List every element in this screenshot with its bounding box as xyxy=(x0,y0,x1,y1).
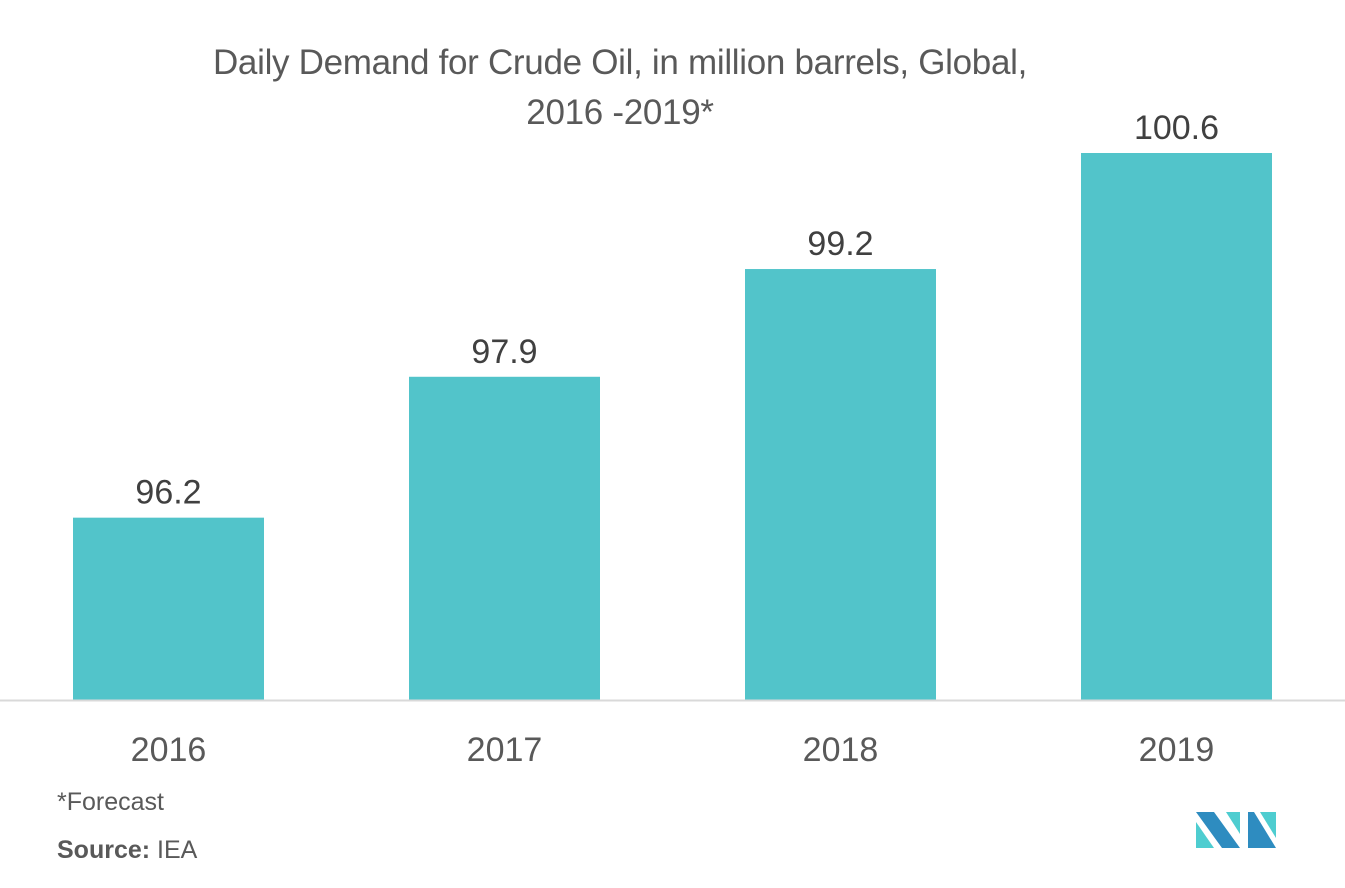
data-label-2018: 99.2 xyxy=(807,225,873,263)
x-tick-label-2018: 2018 xyxy=(803,731,879,769)
forecast-footnote: *Forecast xyxy=(57,788,164,816)
mordor-intelligence-logo-icon xyxy=(1196,812,1276,848)
data-label-2017: 97.9 xyxy=(471,333,537,371)
chart-title-line-1: Daily Demand for Crude Oil, in million b… xyxy=(212,43,1028,82)
data-label-2019: 100.6 xyxy=(1134,109,1219,147)
data-label-2016: 96.2 xyxy=(135,474,201,512)
x-tick-label-2016: 2016 xyxy=(131,731,207,769)
bar-2016 xyxy=(73,517,264,700)
source-note: Source: IEA xyxy=(57,836,197,865)
chart-title-line-2: 2016 -2019* xyxy=(526,93,714,132)
bar-2017 xyxy=(409,376,600,700)
source-label: Source: xyxy=(57,836,151,864)
x-tick-label-2017: 2017 xyxy=(467,731,543,769)
source-value: IEA xyxy=(157,836,198,864)
bar-2019 xyxy=(1081,153,1272,700)
x-tick-label-2019: 2019 xyxy=(1139,731,1215,769)
bar-2018 xyxy=(745,269,936,700)
chart-title: Daily Demand for Crude Oil, in million b… xyxy=(0,38,1240,138)
